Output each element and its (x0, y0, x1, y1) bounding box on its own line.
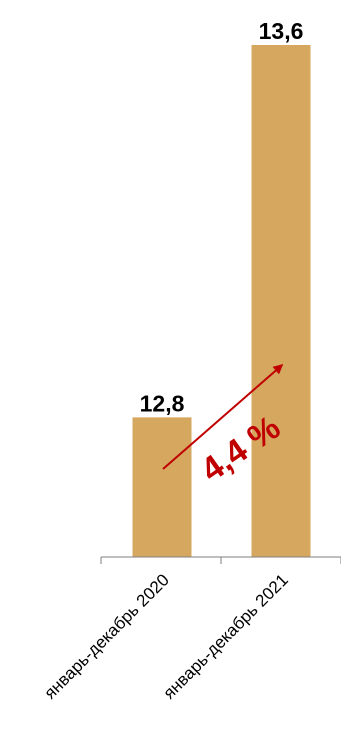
x-tick-label-1: январь-декабрь 2020 (41, 570, 173, 702)
bar-2 (251, 45, 311, 557)
bar-1 (132, 417, 192, 557)
bar-value-label-2: 13,6 (259, 18, 304, 44)
bars-group (132, 45, 311, 557)
growth-arrow (162, 364, 284, 470)
x-tick-label-2: январь-декабрь 2021 (160, 570, 292, 702)
bar-value-label-1: 12,8 (140, 390, 185, 416)
x-axis-ticks-group (100, 557, 341, 564)
value-labels-group: 12,8 13,6 (140, 18, 304, 416)
